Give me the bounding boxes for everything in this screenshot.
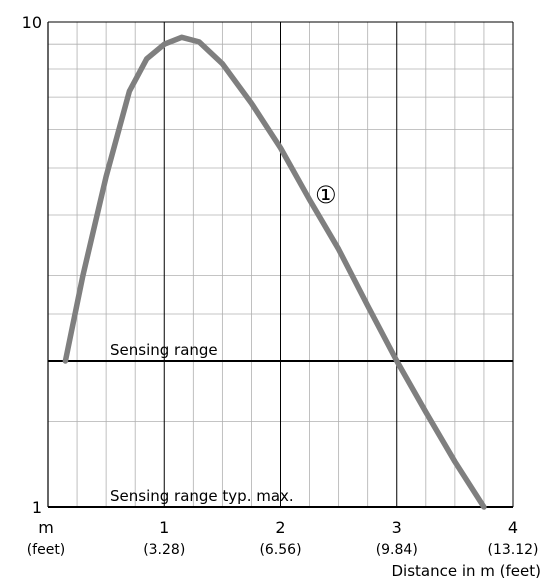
x-unit-label: m bbox=[38, 518, 54, 537]
x-tick-label: 1 bbox=[159, 518, 169, 537]
y-tick-label: 1 bbox=[32, 498, 42, 517]
x-tick-sub-label: (6.56) bbox=[259, 542, 301, 558]
x-tick-sub-label: (13.12) bbox=[487, 542, 538, 558]
x-tick-label: 3 bbox=[392, 518, 402, 537]
x-tick-sub-label: (3.28) bbox=[143, 542, 185, 558]
x-unit-sub-label: (feet) bbox=[27, 542, 66, 558]
tick-labels: 1 (3.28) 2 (6.56) 3 (9.84) 4 (13.12) 1 10 bbox=[22, 13, 539, 558]
x-axis-title: Distance in m (feet) bbox=[391, 562, 541, 580]
x-tick-sub-label: (9.84) bbox=[376, 542, 418, 558]
major-grid bbox=[163, 22, 398, 507]
series-group: ① bbox=[62, 34, 487, 510]
series-line bbox=[62, 34, 487, 510]
y-tick-label: 10 bbox=[22, 13, 42, 32]
axes bbox=[47, 21, 514, 507]
reference-lines: Sensing range Sensing range typ. max. bbox=[48, 341, 513, 508]
x-tick-label: 2 bbox=[275, 518, 285, 537]
series-marker-label: ① bbox=[315, 181, 337, 209]
x-tick-label: 4 bbox=[508, 518, 518, 537]
reference-line-label: Sensing range typ. max. bbox=[110, 487, 294, 505]
reference-line-label: Sensing range bbox=[110, 341, 218, 359]
